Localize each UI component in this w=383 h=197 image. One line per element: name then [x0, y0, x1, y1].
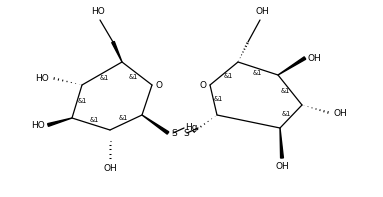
- Text: &1: &1: [253, 71, 262, 76]
- Text: &1: &1: [100, 75, 109, 81]
- Polygon shape: [112, 41, 122, 62]
- Text: OH: OH: [275, 162, 289, 171]
- Text: &1: &1: [214, 96, 223, 102]
- Text: &1: &1: [280, 88, 290, 94]
- Text: O: O: [156, 81, 163, 89]
- Text: OH: OH: [103, 164, 117, 173]
- Polygon shape: [280, 128, 283, 158]
- Text: &1: &1: [223, 73, 233, 79]
- Text: HO: HO: [31, 121, 45, 129]
- Text: HO: HO: [91, 7, 105, 16]
- Text: S: S: [183, 128, 189, 138]
- Text: S: S: [171, 128, 177, 138]
- Text: OH: OH: [333, 109, 347, 117]
- Text: OH: OH: [308, 54, 322, 62]
- Polygon shape: [142, 115, 169, 134]
- Text: &1: &1: [129, 74, 138, 80]
- Text: &1: &1: [90, 117, 99, 123]
- Text: HO: HO: [35, 73, 49, 83]
- Text: &1: &1: [77, 98, 87, 104]
- Text: &1: &1: [119, 115, 128, 121]
- Text: &1: &1: [282, 111, 291, 117]
- Text: Hg: Hg: [185, 124, 197, 133]
- Polygon shape: [278, 57, 306, 75]
- Text: O: O: [199, 81, 206, 89]
- Polygon shape: [47, 118, 72, 126]
- Text: OH: OH: [255, 7, 269, 16]
